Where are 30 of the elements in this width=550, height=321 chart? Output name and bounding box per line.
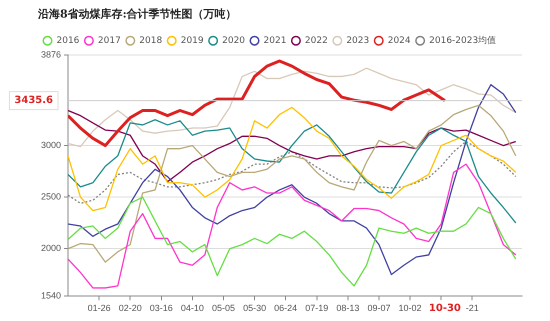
y-tick-label: 2500 (40, 192, 62, 202)
y-tick-label: 2000 (40, 243, 62, 254)
y-tick-label: 3000 (40, 140, 62, 150)
legend-label: 2016-2023均值 (429, 35, 496, 46)
ref-line-label: 3435.6 (14, 95, 54, 106)
x-tick-label: 09-07 (367, 303, 390, 314)
legend-label: 2016 (56, 36, 80, 46)
x-tick-label: 10-02 (398, 303, 422, 314)
chart-title: 沿海8省动煤库存:合计季节性图（万吨） (37, 7, 237, 20)
x-tick-label: 07-19 (305, 303, 328, 314)
legend-label: 2022 (304, 36, 328, 46)
legend-label: 2024 (388, 36, 411, 46)
x-tick-label: -21 (466, 303, 479, 314)
legend-label: 2019 (180, 36, 204, 46)
legend-label: 2020 (222, 36, 246, 46)
legend-label: 2017 (98, 36, 121, 46)
x-tick-label: 03-16 (150, 303, 173, 314)
x-tick-label: 05-30 (243, 303, 266, 314)
y-tick-label: 1540 (40, 290, 62, 301)
x-tick-label: 06-24 (274, 303, 298, 314)
legend-label: 2021 (264, 36, 286, 46)
legend-label: 2023 (346, 36, 370, 46)
x-tick-label: 02-20 (118, 303, 142, 314)
x-tick-label: 04-10 (180, 303, 204, 314)
x-tick-label: 05-05 (212, 303, 236, 314)
text: 10-30 (428, 302, 461, 314)
x-tick-label: 08-13 (336, 303, 360, 314)
y-tick-label: 3876 (40, 50, 62, 60)
legend-label: 2018 (139, 36, 162, 46)
x-tick-label: 01-26 (88, 303, 111, 314)
